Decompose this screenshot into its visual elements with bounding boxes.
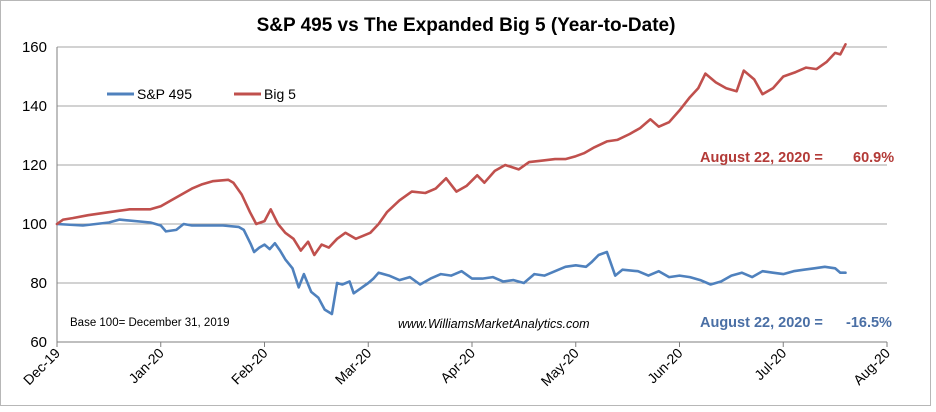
series-line-sp495 <box>55 218 847 316</box>
y-tick-label: 80 <box>30 275 47 292</box>
sp495-annotation-value: -16.5% <box>846 315 892 331</box>
base-note: Base 100= December 31, 2019 <box>70 317 230 329</box>
sp495-annotation-label: August 22, 2020 = <box>700 315 823 331</box>
y-axis-ticks: 60 80 100 120 140 160 <box>22 39 47 351</box>
y-tick-label: 120 <box>22 157 47 174</box>
legend-label-sp495: S&P 495 <box>137 86 192 102</box>
big5-annotation-value: 60.9% <box>853 150 894 166</box>
big5-annotation-label: August 22, 2020 = <box>700 150 823 166</box>
y-tick-label: 60 <box>30 334 47 351</box>
website-label: www.WilliamsMarketAnalytics.com <box>398 317 590 331</box>
grid-lines <box>56 46 887 343</box>
y-tick-label: 100 <box>22 216 47 233</box>
legend: S&P 495 Big 5 <box>107 86 296 102</box>
series-line-big5 <box>55 43 847 257</box>
y-tick-label: 140 <box>22 98 47 115</box>
y-tick-label: 160 <box>22 39 47 56</box>
chart-title: S&P 495 vs The Expanded Big 5 (Year-to-D… <box>257 15 676 36</box>
legend-label-big5: Big 5 <box>264 86 296 102</box>
series-lines <box>55 43 847 316</box>
